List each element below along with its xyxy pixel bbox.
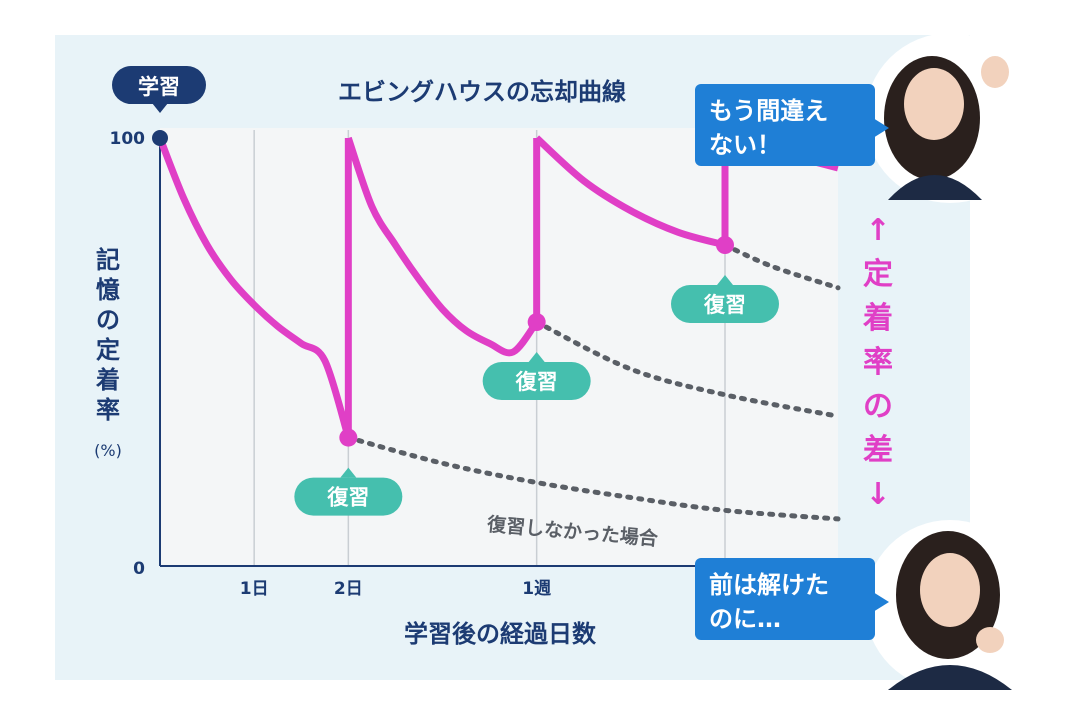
- speech-bubble-top-line-1: もう間違え: [709, 97, 829, 125]
- review-badge-2: [482, 362, 591, 401]
- y-tick-0: 0: [133, 559, 145, 579]
- difference-label-char-1: ↑: [865, 213, 890, 248]
- speech-bubble-bottom-line-1: 前は解けた: [709, 571, 829, 599]
- no-review-curve-2: [534, 319, 841, 419]
- y-axis-label-char-1: 記: [96, 246, 120, 274]
- student-worried-illustration: [865, 520, 1035, 690]
- difference-label-char-3: 着: [863, 301, 893, 336]
- y-axis-label-char-2: 憶: [96, 276, 120, 304]
- start-badge-pointer: [152, 103, 168, 113]
- y-tick-100: 100: [110, 129, 146, 149]
- start-badge-label: 学習: [138, 75, 180, 99]
- start-badge: 学習: [112, 66, 206, 113]
- no-review-curve-1: [345, 435, 841, 522]
- hand-on-chin: [976, 627, 1004, 653]
- x-tick-2: 2日: [334, 579, 363, 599]
- review-badge-3: [671, 285, 779, 323]
- x-axis-label: 学習後の経過日数: [404, 620, 597, 648]
- x-tick-3: 1週: [522, 579, 551, 599]
- no-review-curves: [345, 242, 841, 522]
- review-badge-pointer-2: [528, 352, 545, 363]
- retention-curve: [156, 134, 839, 439]
- review-badge-label-3: 復習: [703, 293, 746, 317]
- review-badge-1: [294, 477, 403, 516]
- no-review-curve-3: [722, 242, 841, 291]
- face-top: [904, 68, 964, 140]
- speech-bubble-top-line-2: ない！: [709, 131, 781, 159]
- review-badge-pointer-1: [340, 467, 357, 478]
- difference-label-char-4: 率: [863, 345, 893, 380]
- review-badge-label-1: 復習: [326, 486, 369, 510]
- x-tick-1: 1日: [240, 579, 269, 599]
- speech-bubble-top: もう間違え ない！: [695, 84, 889, 166]
- review-point-3: [716, 236, 734, 254]
- difference-label-char-2: 定: [863, 257, 893, 292]
- uniform-top: [888, 175, 982, 200]
- y-axis-label-char-5: 着: [96, 366, 120, 394]
- review-point-1: [339, 428, 358, 447]
- start-badge-background: [112, 66, 206, 104]
- difference-label-char-5: の: [863, 389, 893, 424]
- review-badge-label-2: 復習: [515, 370, 558, 394]
- y-axis-label-char-3: の: [96, 306, 120, 334]
- raised-fist: [981, 56, 1009, 88]
- face-bottom: [920, 553, 980, 627]
- difference-label-char-7: ↓: [865, 477, 890, 512]
- chart-title: エビングハウスの忘却曲線: [338, 78, 626, 106]
- speech-bubble-bottom: 前は解けた のに…: [695, 558, 889, 640]
- difference-label-char-6: 差: [863, 433, 893, 468]
- student-happy-illustration: [865, 33, 1035, 203]
- start-point: [152, 130, 168, 146]
- y-axis-label-char-6: 率: [96, 396, 120, 424]
- review-badge-pointer-3: [717, 275, 733, 285]
- review-point-2: [527, 313, 546, 332]
- y-axis-label-char-4: 定: [96, 336, 120, 364]
- uniform-bottom: [888, 665, 1012, 690]
- y-axis-unit: (%): [94, 441, 122, 460]
- review-curve-layer: [152, 130, 839, 439]
- speech-bubble-bottom-line-2: のに…: [709, 605, 781, 633]
